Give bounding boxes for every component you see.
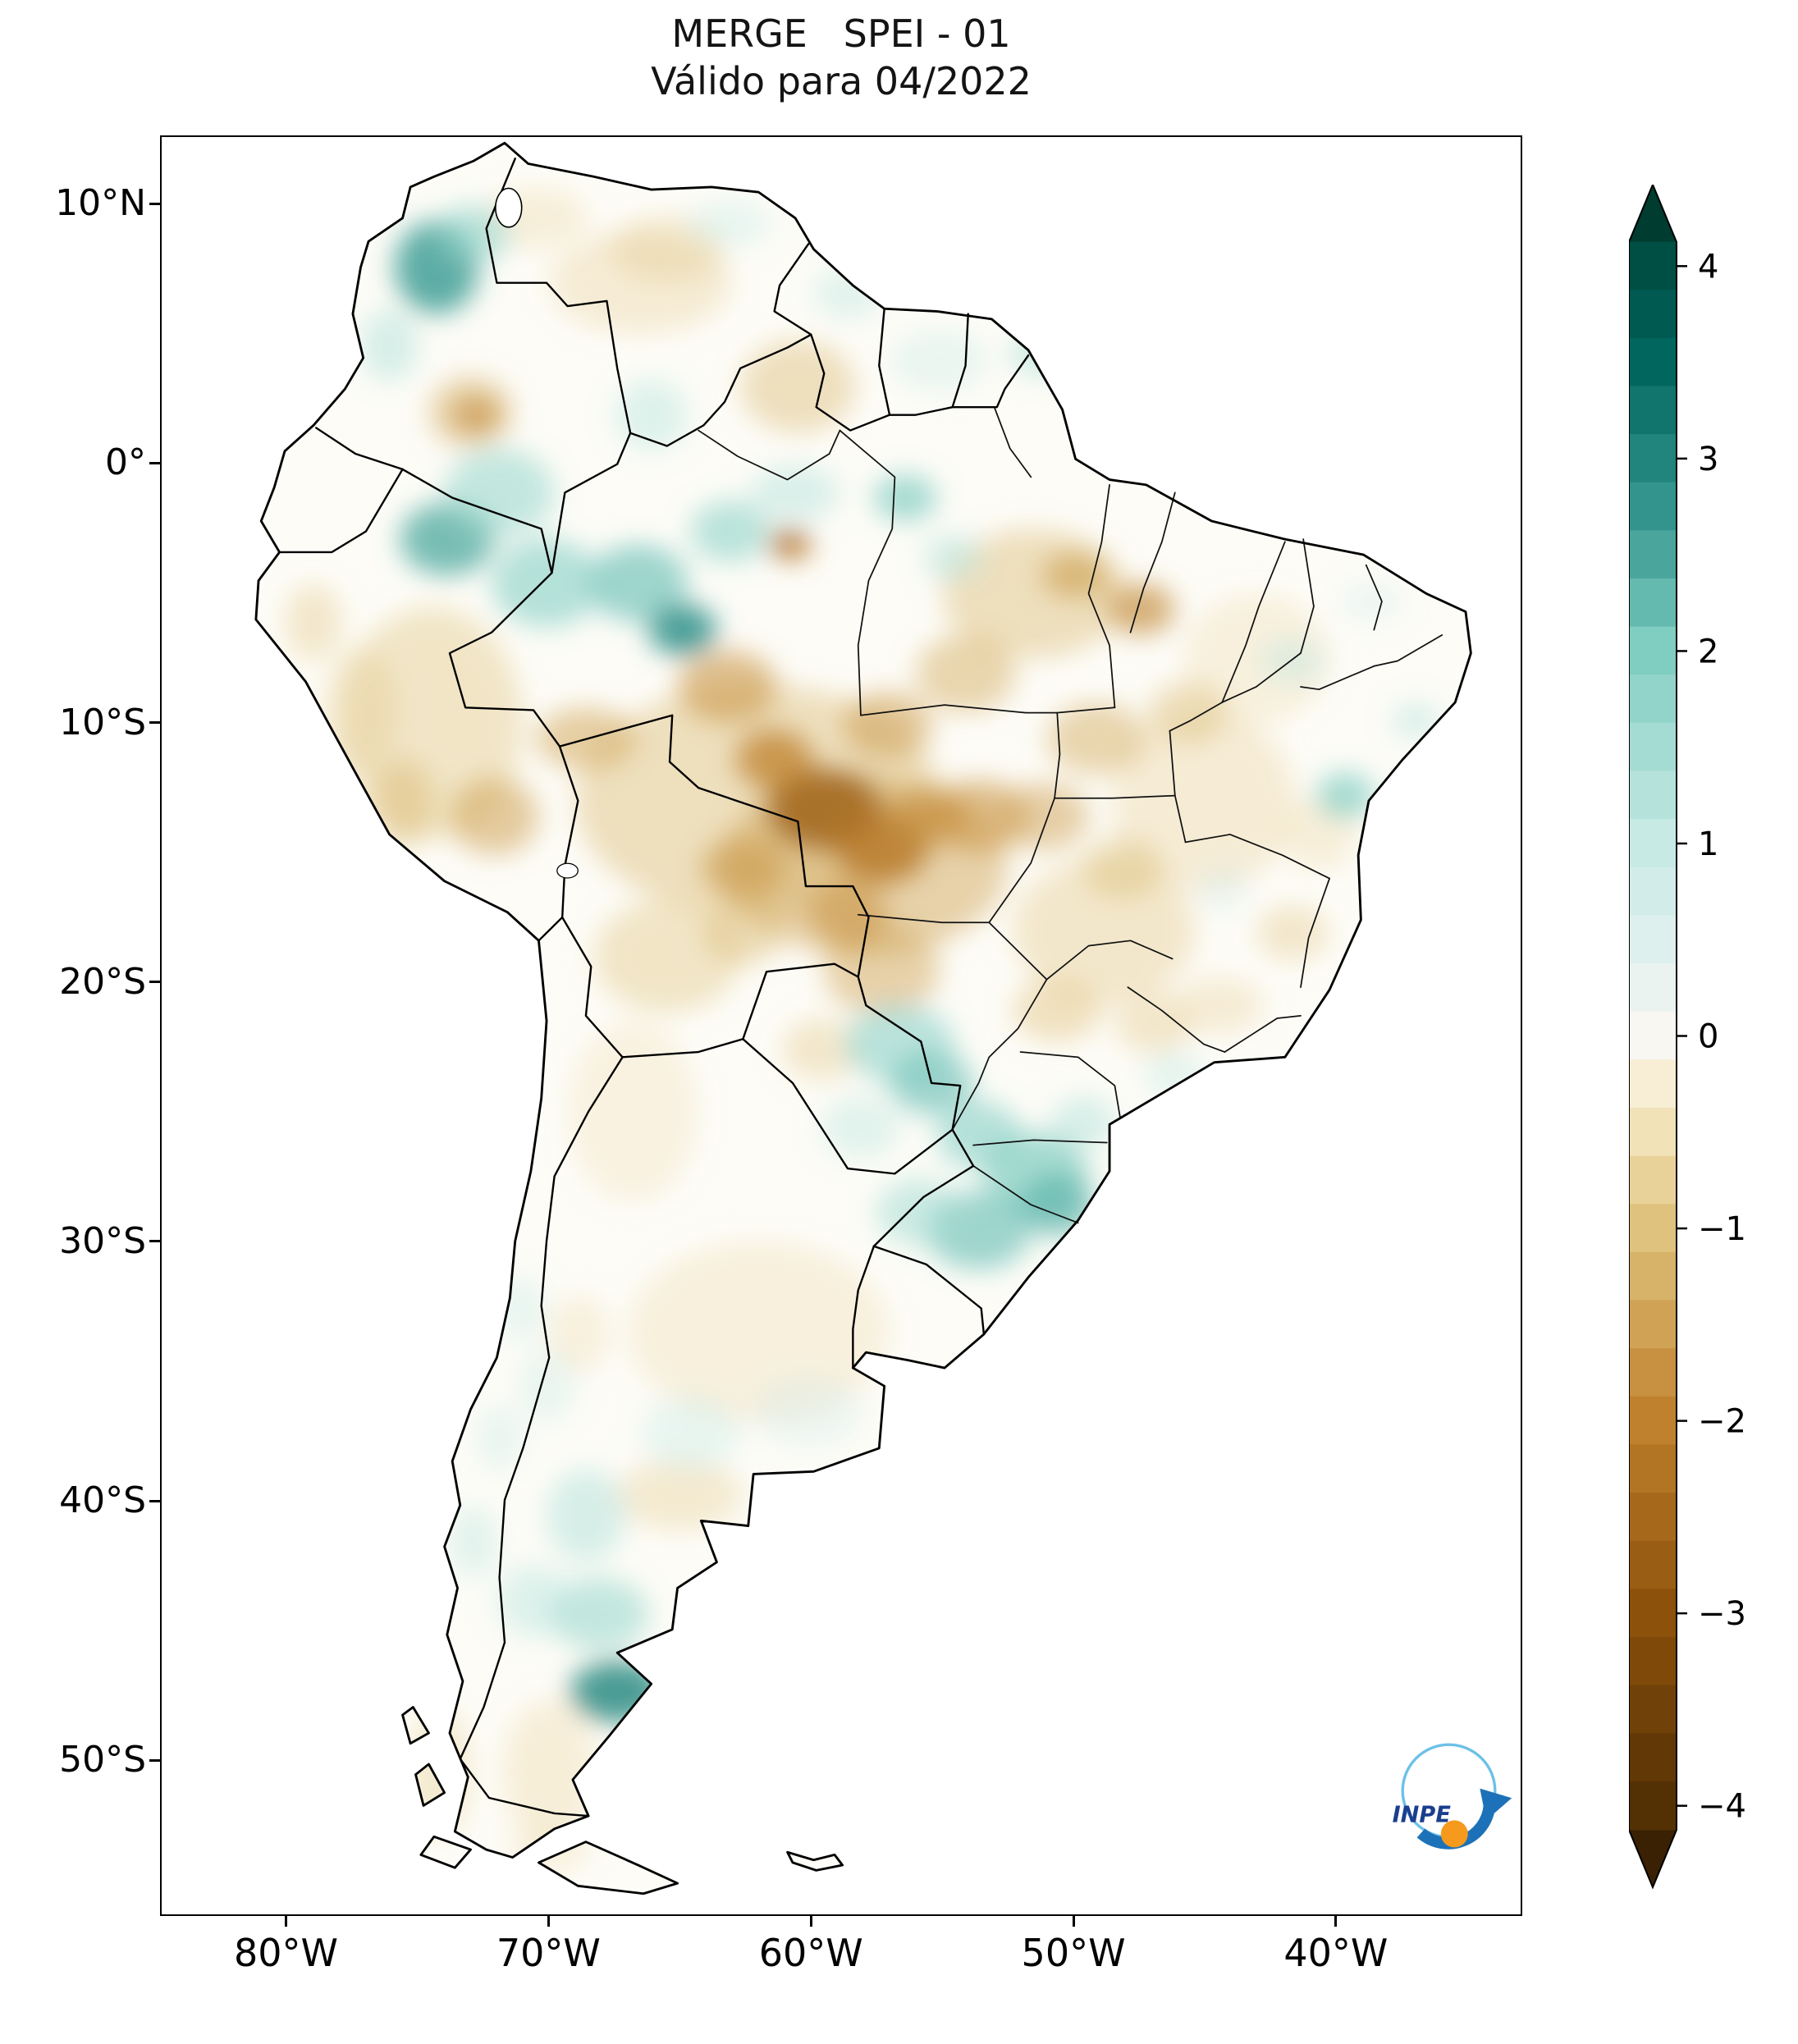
y-tick-label-3: 20°S [59,960,146,1003]
y-tick-mark [149,1758,160,1762]
colorbar-band [1629,1059,1677,1109]
colorbar-tick-label-5: −1 [1698,1210,1746,1248]
colorbar-band [1629,1685,1677,1735]
colorbar-band [1629,241,1677,291]
y-tick-label-1: 0° [105,441,146,484]
x-tick-label-1: 70°W [496,1931,601,1975]
colorbar-band [1629,530,1677,579]
colorbar-band [1629,578,1677,628]
colorbar-band [1629,434,1677,483]
colorbar-under-arrow [1629,1830,1677,1887]
x-tick-mark [285,1916,288,1927]
colorbar-band [1629,1251,1677,1301]
title-line-1: MERGE SPEI - 01 [671,11,1011,56]
y-tick-label-0: 10°N [55,182,146,225]
logo-orange-dot [1440,1820,1468,1848]
colorbar-over-arrow [1629,185,1677,242]
colorbar-band [1629,722,1677,772]
colorbar: 4 3 2 1 0 −1 −2 −3 −4 [1629,185,1746,1890]
colorbar-band [1629,963,1677,1013]
x-tick-label-2: 60°W [758,1931,863,1975]
colorbar-tick-label-7: −3 [1698,1595,1746,1633]
x-tick-mark [547,1916,550,1927]
inpe-logo: INPE [1393,1743,1512,1850]
colorbar-tick-label-4: 0 [1698,1018,1718,1056]
x-tick-label-4: 40°W [1283,1931,1389,1975]
colorbar-band [1629,674,1677,724]
colorbar-tick-label-6: −2 [1698,1403,1746,1441]
colorbar-band [1629,337,1677,387]
south-america-map [254,141,1472,1895]
colorbar-band [1629,1348,1677,1397]
colorbar-band [1629,1733,1677,1782]
colorbar-band [1629,1589,1677,1638]
colorbar-band [1629,1493,1677,1542]
chart-title: MERGE SPEI - 01 Válido para 04/2022 [160,10,1522,105]
y-tick-label-2: 10°S [59,701,146,743]
colorbar-band [1629,819,1677,868]
colorbar-band [1629,1107,1677,1157]
colorbar-band [1629,1011,1677,1061]
x-tick-label-3: 50°W [1021,1931,1126,1975]
colorbar-band [1629,1204,1677,1253]
y-tick-mark [149,981,160,984]
y-tick-mark [149,1499,160,1502]
colorbar-band [1629,867,1677,917]
y-tick-label-4: 30°S [59,1219,146,1262]
y-tick-mark [149,461,160,464]
colorbar-band [1629,386,1677,436]
country-borders [278,158,1030,1818]
x-tick-label-0: 80°W [234,1931,339,1975]
colorbar-band [1629,1781,1677,1831]
y-tick-mark [149,721,160,725]
colorbar-band [1629,482,1677,532]
colorbar-tick-label-8: −4 [1698,1788,1746,1826]
colorbar-band [1629,1155,1677,1205]
lake-titicaca [556,862,579,879]
colorbar-band [1629,771,1677,821]
colorbar-band [1629,1444,1677,1494]
colorbar-outline [1629,185,1677,1890]
spei-anomaly-field [284,186,1440,1876]
colorbar-tick-label-1: 3 [1698,441,1718,478]
colorbar-tick-label-2: 2 [1698,633,1718,670]
map-frame [160,135,1522,1916]
y-tick-label-5: 40°S [59,1479,146,1522]
colorbar-band [1629,1300,1677,1350]
colorbar-band [1629,915,1677,965]
x-tick-mark [809,1916,812,1927]
lake-maracaibo [495,187,523,228]
colorbar-tick-label-3: 1 [1698,825,1718,863]
y-tick-mark [149,1240,160,1243]
coastline [254,141,1472,1895]
x-tick-mark [1334,1916,1338,1927]
logo-text: INPE [1393,1802,1452,1827]
colorbar-band [1629,290,1677,339]
title-line-2: Válido para 04/2022 [651,59,1032,103]
x-tick-mark [1072,1916,1075,1927]
logo-arrowhead [1480,1788,1512,1821]
colorbar-band [1629,1540,1677,1590]
colorbar-tick-label-0: 4 [1698,248,1718,286]
y-tick-mark [149,202,160,205]
colorbar-band [1629,626,1677,676]
colorbar-band [1629,1636,1677,1686]
y-tick-label-6: 50°S [59,1739,146,1781]
colorbar-band [1629,1396,1677,1446]
brazil-state-borders [698,406,1443,1224]
